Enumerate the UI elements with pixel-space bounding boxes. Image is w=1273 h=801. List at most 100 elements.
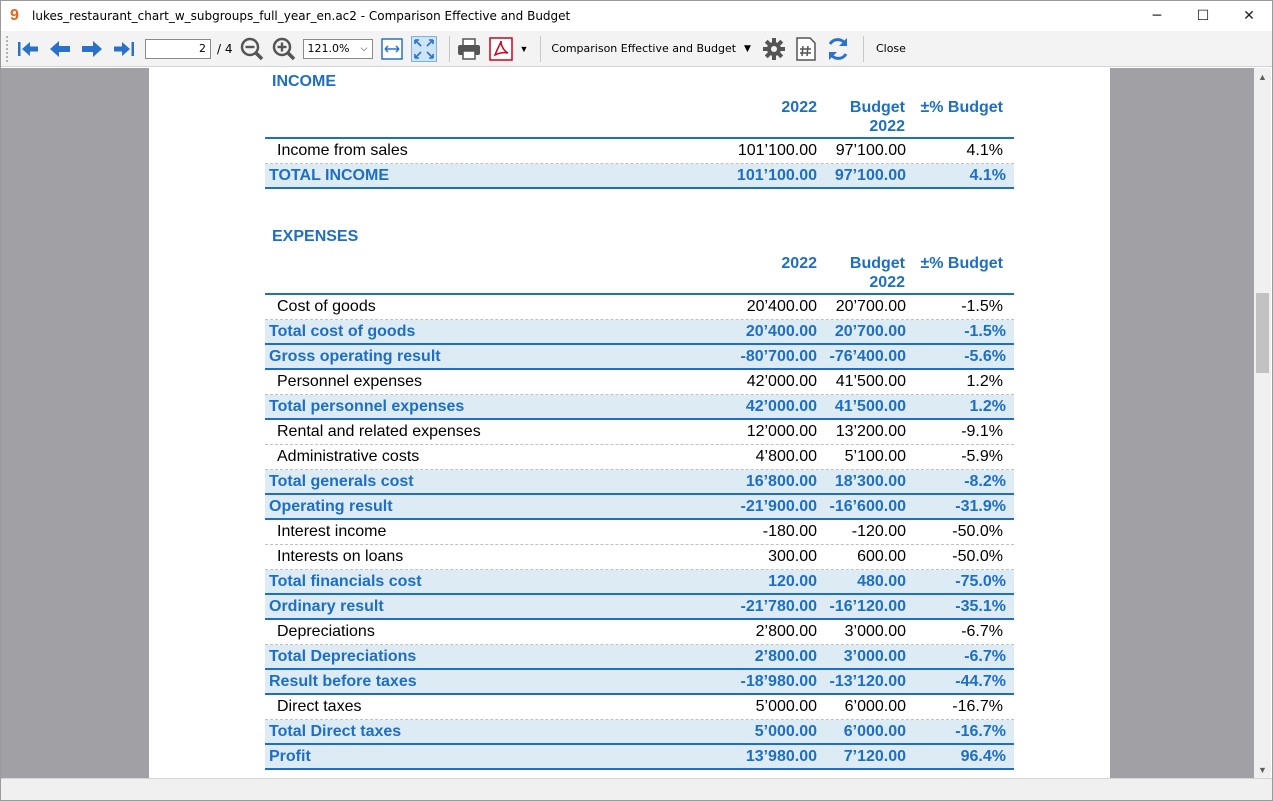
value-pct: 4.1%: [969, 166, 1006, 184]
scrollbar-thumb[interactable]: [1256, 293, 1269, 373]
title-bar: 9 lukes_restaurant_chart_w_subgroups_ful…: [1, 1, 1272, 31]
row-label: TOTAL INCOME: [269, 166, 389, 184]
page-total-label: / 4: [217, 41, 233, 56]
value-pct: -50.0%: [952, 548, 1003, 565]
value-pct: -44.7%: [955, 672, 1006, 690]
value-pct: -5.6%: [964, 347, 1006, 365]
table-total-row: Profit 13’980.00 7’120.00 96.4%: [265, 745, 1014, 770]
table-row: Cost of goods 20’400.00 20’700.00 -1.5%: [265, 295, 1014, 320]
page-number-format-icon[interactable]: [793, 36, 819, 62]
pdf-export-icon[interactable]: [488, 36, 514, 62]
maximize-button[interactable]: ☐: [1196, 8, 1210, 24]
gear-icon[interactable]: [761, 36, 787, 62]
table-total-row: Operating result -21’900.00 -16’600.00 -31.…: [265, 495, 1014, 520]
zoom-value: 121.0%: [307, 42, 350, 55]
next-page-icon[interactable]: [79, 36, 105, 62]
expenses-col-2022: 2022: [781, 255, 817, 272]
value-budget: 5’100.00: [844, 448, 906, 465]
income-header-rule: [265, 137, 1014, 139]
pdf-dropdown-icon[interactable]: ▼: [519, 43, 529, 54]
scroll-up-icon[interactable]: ▲: [1258, 71, 1267, 82]
table-total-row: Total cost of goods 20’400.00 20’700.00 -1.…: [265, 320, 1014, 345]
table-total-row: Result before taxes -18’980.00 -13’120.00 -…: [265, 670, 1014, 695]
first-page-icon[interactable]: [15, 36, 41, 62]
table-row: Administrative costs 4’800.00 5’100.00 -5.9…: [265, 445, 1014, 470]
zoom-out-icon[interactable]: [239, 36, 265, 62]
report-select[interactable]: Comparison Effective and Budget ▼: [551, 42, 751, 55]
expenses-col-budget: Budget 2022: [850, 254, 905, 292]
expenses-table: Cost of goods 20’400.00 20’700.00 -1.5% Tota…: [265, 295, 1014, 770]
col-head-line: 2022: [869, 118, 905, 135]
value-budget: 20’700.00: [835, 298, 906, 315]
last-page-icon[interactable]: [111, 36, 137, 62]
value-pct: -50.0%: [952, 523, 1003, 540]
toolbar: 2 / 4 121.0% ⌵ ▼ Comparison Effective an…: [1, 31, 1272, 67]
close-window-button[interactable]: ✕: [1243, 8, 1255, 24]
value-budget: 3’000.00: [843, 647, 906, 665]
row-label: Total cost of goods: [269, 322, 416, 340]
scroll-down-icon[interactable]: ▼: [1258, 764, 1267, 775]
value-budget: 41’500.00: [835, 373, 906, 390]
col-head-line: Budget: [849, 255, 905, 272]
fit-page-icon[interactable]: [410, 35, 437, 62]
row-label: Total Direct taxes: [269, 722, 402, 740]
row-label: Depreciations: [277, 623, 375, 640]
value-2022: 42’000.00: [746, 373, 817, 390]
value-budget: -13’120.00: [829, 672, 906, 690]
close-button[interactable]: Close: [875, 42, 906, 55]
zoom-in-icon[interactable]: [271, 36, 297, 62]
table-total-row: Total financials cost 120.00 480.00 -75.0%: [265, 570, 1014, 595]
table-total-row: Total personnel expenses 42’000.00 41’500.…: [265, 395, 1014, 420]
table-total-row: TOTAL INCOME 101’100.00 97’100.00 4.1%: [265, 164, 1014, 189]
print-icon[interactable]: [456, 36, 482, 62]
table-row: Depreciations 2’800.00 3’000.00 -6.7%: [265, 620, 1014, 645]
value-2022: 2’800.00: [755, 623, 817, 640]
vertical-scrollbar[interactable]: ▲ ▼: [1254, 68, 1271, 778]
status-bar: [1, 778, 1272, 800]
row-label: Total financials cost: [269, 572, 422, 590]
value-2022: -180.00: [762, 523, 817, 540]
expenses-col-pct: ±% Budget: [920, 255, 1003, 272]
toolbar-separator: [540, 35, 542, 62]
fit-width-icon[interactable]: [379, 36, 405, 62]
row-label: Personnel expenses: [277, 373, 422, 390]
app-logo-icon: 9: [10, 7, 19, 24]
value-2022: -18’980.00: [740, 672, 817, 690]
value-pct: 96.4%: [960, 747, 1006, 765]
value-2022: 20’400.00: [745, 322, 817, 340]
value-budget: 480.00: [857, 572, 906, 590]
table-total-row: Total generals cost 16’800.00 18’300.00 -8.…: [265, 470, 1014, 495]
value-2022: 4’800.00: [755, 448, 817, 465]
value-pct: 4.1%: [966, 142, 1003, 159]
refresh-icon[interactable]: [825, 36, 851, 62]
document-viewport[interactable]: INCOME 2022 Budget 2022 ±% Budget Income…: [1, 68, 1256, 778]
previous-page-icon[interactable]: [47, 36, 73, 62]
row-label: Total generals cost: [269, 472, 414, 490]
table-row: Rental and related expenses 12’000.00 13’2…: [265, 420, 1014, 445]
value-budget: 6’000.00: [843, 722, 906, 740]
value-2022: -21’780.00: [740, 597, 817, 615]
value-budget: 97’100.00: [835, 142, 906, 159]
row-label: Gross operating result: [269, 347, 441, 365]
value-pct: -1.5%: [964, 322, 1006, 340]
zoom-select[interactable]: 121.0% ⌵: [302, 38, 373, 59]
value-budget: 97’100.00: [834, 166, 906, 184]
row-label: Cost of goods: [277, 298, 376, 315]
value-2022: 12’000.00: [746, 423, 817, 440]
chevron-down-icon: ▼: [744, 43, 751, 54]
toolbar-grip[interactable]: [6, 35, 9, 62]
value-pct: -35.1%: [955, 597, 1006, 615]
value-budget: -16’120.00: [829, 597, 906, 615]
row-label: Total personnel expenses: [269, 397, 465, 415]
minimize-button[interactable]: ─: [1152, 8, 1162, 24]
value-pct: -8.2%: [964, 472, 1006, 490]
value-2022: -21’900.00: [740, 497, 817, 515]
value-2022: 20’400.00: [746, 298, 817, 315]
table-row: Direct taxes 5’000.00 6’000.00 -16.7%: [265, 695, 1014, 720]
page-number-input[interactable]: 2: [145, 38, 211, 59]
value-pct: -1.5%: [961, 298, 1003, 315]
row-label: Direct taxes: [277, 698, 362, 715]
table-total-row: Ordinary result -21’780.00 -16’120.00 -35.1…: [265, 595, 1014, 620]
value-pct: -6.7%: [964, 647, 1006, 665]
value-pct: -75.0%: [955, 572, 1006, 590]
